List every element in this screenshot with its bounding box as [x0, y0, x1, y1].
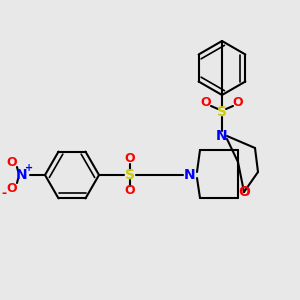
Text: +: + [25, 163, 33, 173]
Text: O: O [125, 152, 135, 166]
Text: N: N [216, 129, 228, 143]
Text: S: S [125, 168, 135, 182]
Text: O: O [125, 184, 135, 197]
Text: O: O [233, 95, 243, 109]
Text: O: O [7, 155, 17, 169]
Text: S: S [217, 105, 227, 119]
Text: N: N [184, 168, 196, 182]
Text: N: N [16, 168, 28, 182]
Text: O: O [201, 95, 211, 109]
Text: O: O [238, 185, 250, 199]
Text: O: O [7, 182, 17, 194]
Text: -: - [2, 187, 7, 200]
